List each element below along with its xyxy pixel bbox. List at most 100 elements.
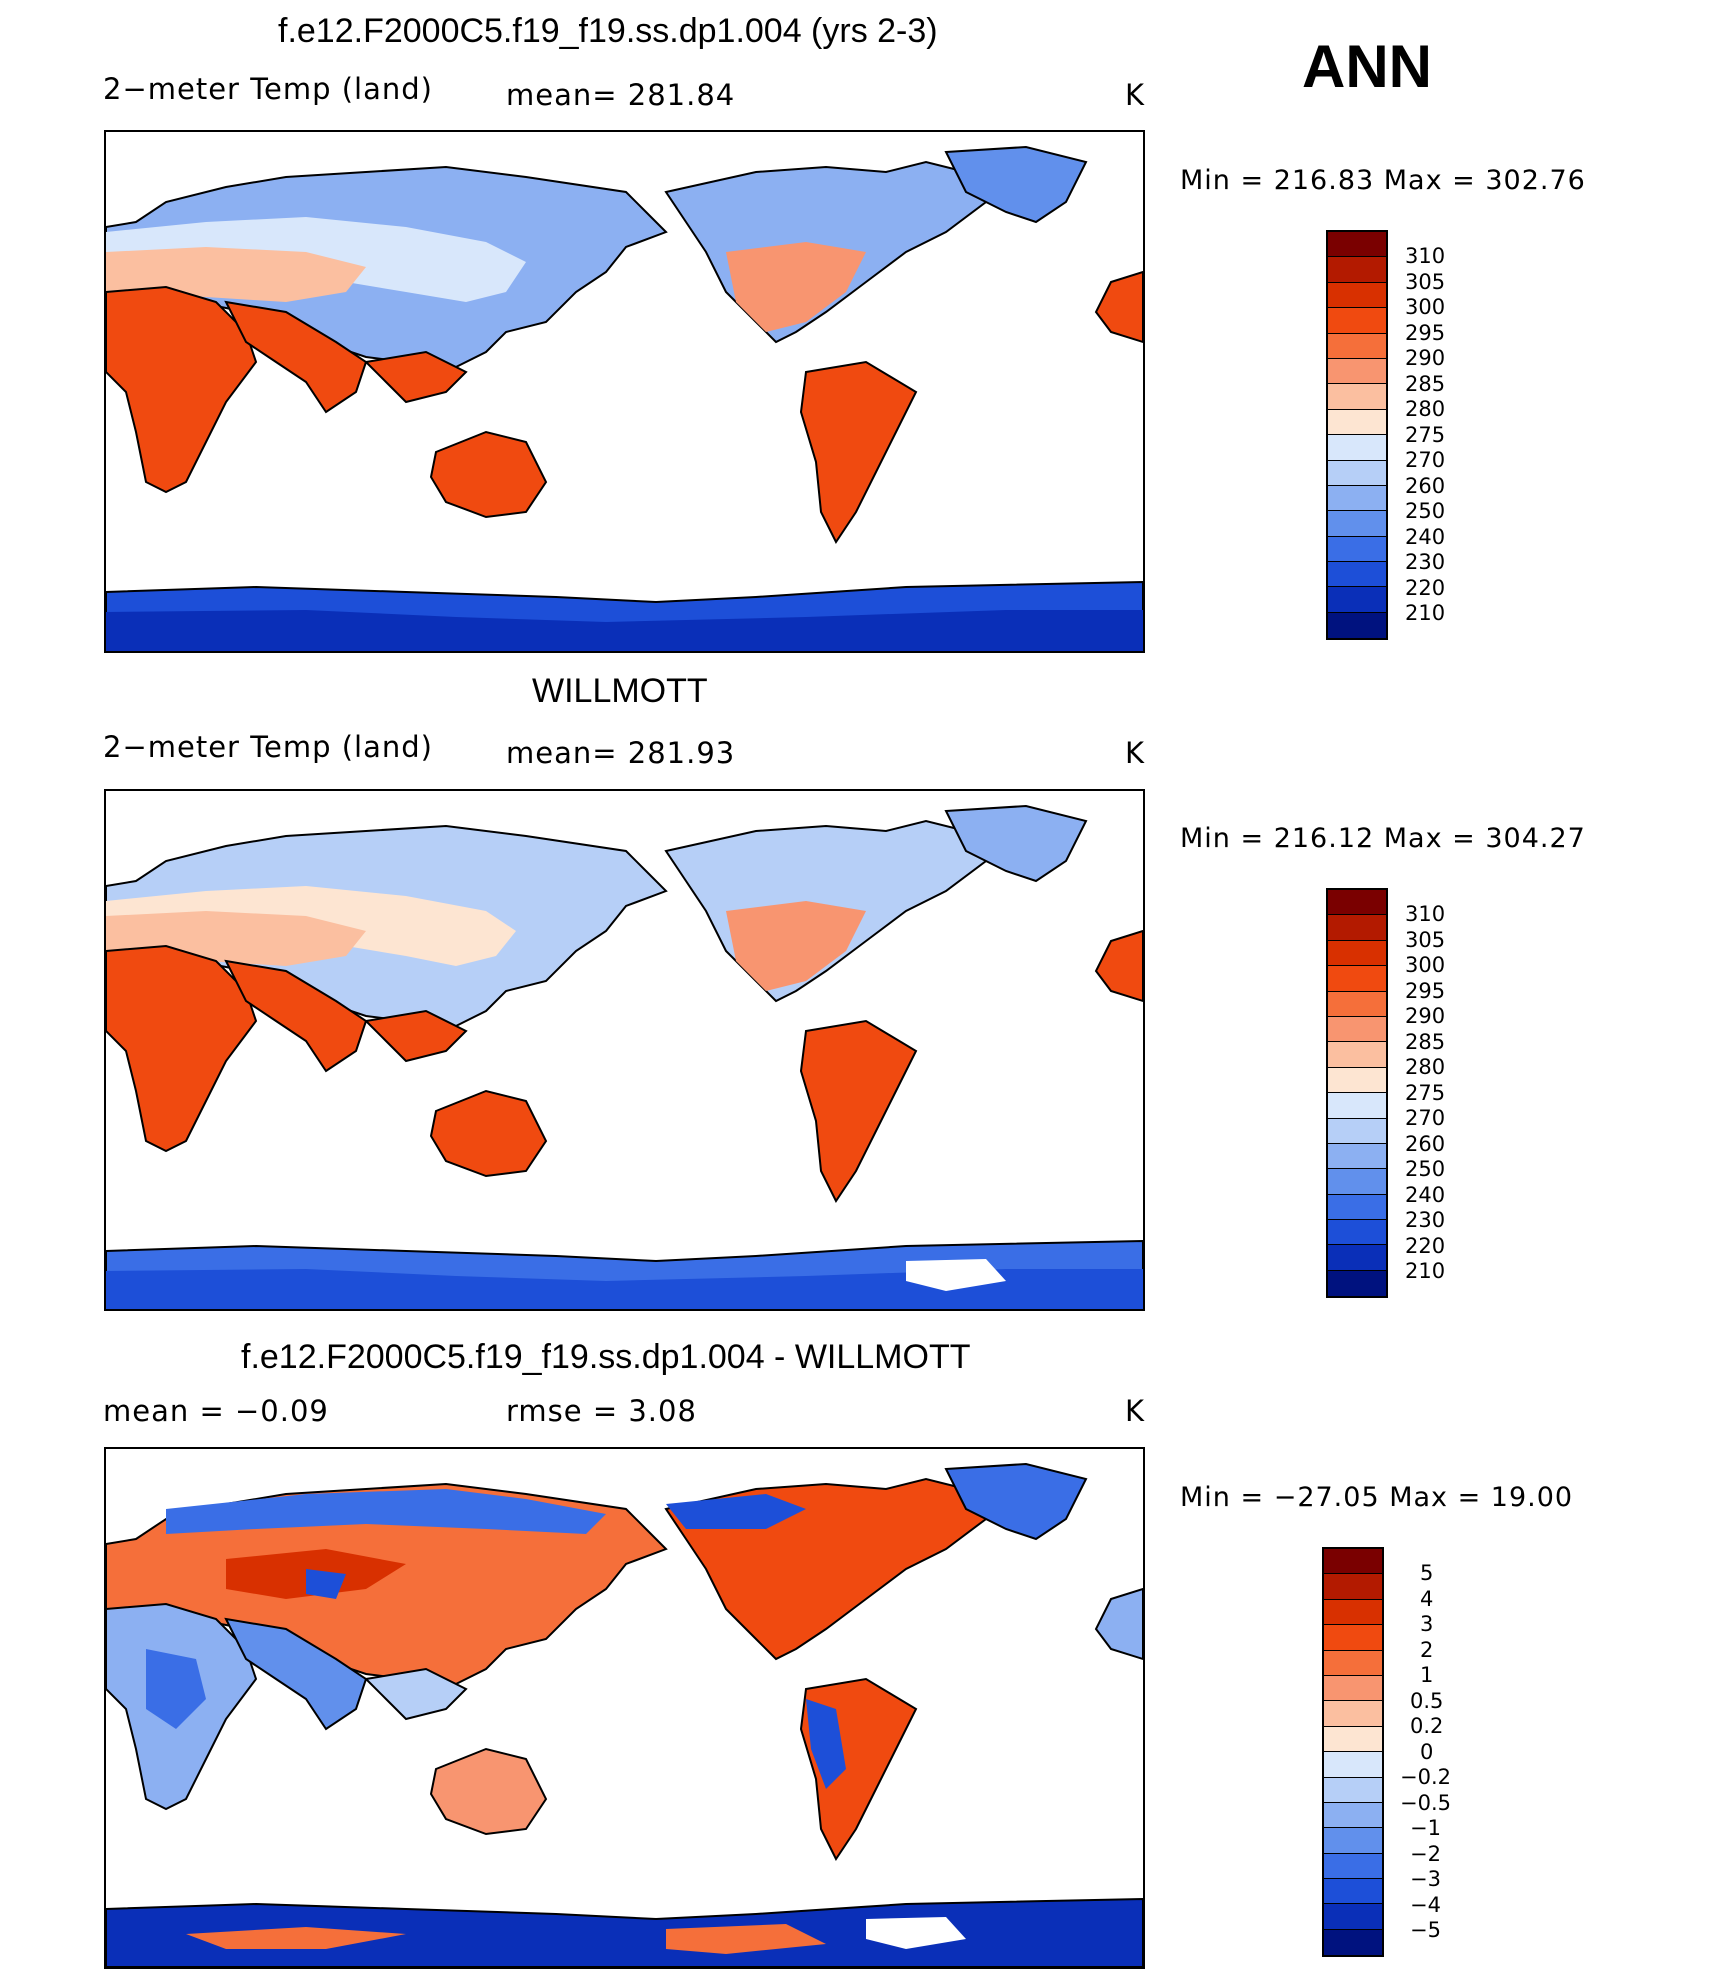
- colorbar-box: [1328, 308, 1386, 334]
- colorbar-box: [1328, 1194, 1386, 1221]
- colorbar-box: [1328, 1067, 1386, 1094]
- panel-2-map-drawing: [106, 804, 1143, 1309]
- colorbar-label: 230: [1405, 550, 1446, 574]
- colorbar-box: [1328, 1118, 1386, 1144]
- panel-2-title: WILLMOTT: [532, 672, 708, 710]
- colorbar-label: −5: [1410, 1918, 1441, 1942]
- colorbar-label: 210: [1405, 601, 1446, 625]
- panel-1-map-drawing: [106, 145, 1143, 651]
- colorbar-label: 220: [1405, 1233, 1446, 1258]
- colorbar-label: −3: [1410, 1867, 1441, 1891]
- colorbar-label: 310: [1405, 244, 1446, 268]
- colorbar-box: [1328, 1245, 1386, 1271]
- colorbar-label: 275: [1405, 422, 1446, 447]
- colorbar-label: 0.2: [1410, 1714, 1444, 1738]
- panel-2-variable-label: 2−meter Temp (land): [103, 730, 433, 764]
- colorbar-box: [1328, 536, 1386, 563]
- colorbar-box: [1324, 1574, 1382, 1600]
- colorbar-box: [1324, 1853, 1382, 1880]
- colorbar-box: [1328, 940, 1386, 967]
- colorbar-label: −0.2: [1400, 1765, 1451, 1789]
- colorbar-box: [1328, 915, 1386, 941]
- colorbar-label: 295: [1405, 978, 1446, 1003]
- panel-2-mean-label: mean= 281.93: [506, 736, 736, 770]
- colorbar-box: [1328, 587, 1386, 613]
- colorbar-box: [1324, 1701, 1382, 1727]
- colorbar-label: 4: [1420, 1586, 1434, 1611]
- colorbar-label: 285: [1405, 1029, 1446, 1054]
- colorbar-label: 0.5: [1410, 1688, 1444, 1713]
- colorbar-box: [1328, 1093, 1386, 1119]
- colorbar-box: [1328, 1270, 1386, 1297]
- colorbar-box: [1328, 232, 1386, 258]
- colorbar-label: 0: [1420, 1739, 1434, 1764]
- colorbar-box: [1328, 460, 1386, 486]
- colorbar-label: 290: [1405, 1004, 1446, 1028]
- colorbar-label: 260: [1405, 473, 1446, 498]
- colorbar-label: 3: [1420, 1612, 1434, 1636]
- panel-1-mean-label: mean= 281.84: [506, 78, 736, 112]
- colorbar-label: 240: [1405, 524, 1446, 549]
- colorbar-box: [1328, 966, 1386, 992]
- colorbar-label: 2: [1420, 1637, 1434, 1662]
- panel-1-title: f.e12.F2000C5.f19_f19.ss.dp1.004 (yrs 2-…: [278, 12, 938, 50]
- colorbar-label: 290: [1405, 346, 1446, 370]
- colorbar-box: [1328, 333, 1386, 359]
- colorbar-label: 230: [1405, 1208, 1446, 1232]
- colorbar-label: −1: [1410, 1816, 1441, 1840]
- colorbar-label: 285: [1405, 371, 1446, 396]
- colorbar-box: [1328, 1220, 1386, 1246]
- colorbar-label: 1: [1420, 1663, 1434, 1687]
- panel-3-map: [104, 1447, 1145, 1969]
- colorbar-label: 295: [1405, 320, 1446, 345]
- colorbar-label: 280: [1405, 397, 1446, 421]
- colorbar-box: [1328, 435, 1386, 461]
- colorbar-box: [1328, 1042, 1386, 1068]
- colorbar-label: 240: [1405, 1182, 1446, 1207]
- colorbar-label: 300: [1405, 295, 1446, 319]
- colorbar-box: [1324, 1675, 1382, 1702]
- colorbar-label: 5: [1420, 1561, 1434, 1585]
- colorbar-box: [1328, 1169, 1386, 1195]
- colorbar-box: [1328, 562, 1386, 588]
- colorbar-box: [1328, 384, 1386, 410]
- colorbar-box: [1324, 1929, 1382, 1956]
- colorbar-box: [1324, 1625, 1382, 1651]
- panel-3-units: K: [1125, 1394, 1146, 1428]
- colorbar-box: [1328, 1143, 1386, 1170]
- colorbar-box: [1324, 1879, 1382, 1905]
- colorbar-label: 260: [1405, 1131, 1446, 1156]
- colorbar-label: 270: [1405, 448, 1446, 472]
- panel-1-map: [104, 130, 1145, 653]
- colorbar-label: 270: [1405, 1106, 1446, 1130]
- colorbar-box: [1328, 358, 1386, 385]
- colorbar-box: [1324, 1650, 1382, 1676]
- colorbar-box: [1324, 1802, 1382, 1829]
- colorbar-label: 250: [1405, 1157, 1446, 1181]
- colorbar-label: 275: [1405, 1080, 1446, 1105]
- colorbar-box: [1328, 511, 1386, 537]
- colorbar-box: [1324, 1904, 1382, 1930]
- panel-1-units: K: [1125, 78, 1146, 112]
- colorbar-box: [1324, 1828, 1382, 1854]
- colorbar-box: [1324, 1549, 1382, 1575]
- colorbar-label: 300: [1405, 953, 1446, 977]
- panel-2-colorbar: [1326, 888, 1388, 1298]
- colorbar-box: [1328, 1016, 1386, 1043]
- colorbar-box: [1328, 282, 1386, 309]
- colorbar-label: −0.5: [1400, 1790, 1451, 1815]
- colorbar-label: 305: [1405, 269, 1446, 294]
- panel-1-variable-label: 2−meter Temp (land): [103, 72, 433, 106]
- colorbar-label: −2: [1410, 1841, 1441, 1866]
- panel-3-title: f.e12.F2000C5.f19_f19.ss.dp1.004 - WILLM…: [241, 1338, 971, 1376]
- panel-3-rmse-label: rmse = 3.08: [506, 1394, 697, 1428]
- colorbar-label: −4: [1410, 1892, 1441, 1917]
- colorbar-box: [1328, 612, 1386, 639]
- panel-2-units: K: [1125, 736, 1146, 770]
- panel-2-minmax: Min = 216.12 Max = 304.27: [1180, 823, 1586, 854]
- panel-1-colorbar: [1326, 230, 1388, 640]
- colorbar-label: 305: [1405, 927, 1446, 952]
- panel-3-mean-label: mean = −0.09: [103, 1394, 329, 1428]
- panel-3-minmax: Min = −27.05 Max = 19.00: [1180, 1482, 1574, 1513]
- colorbar-label: 310: [1405, 902, 1446, 926]
